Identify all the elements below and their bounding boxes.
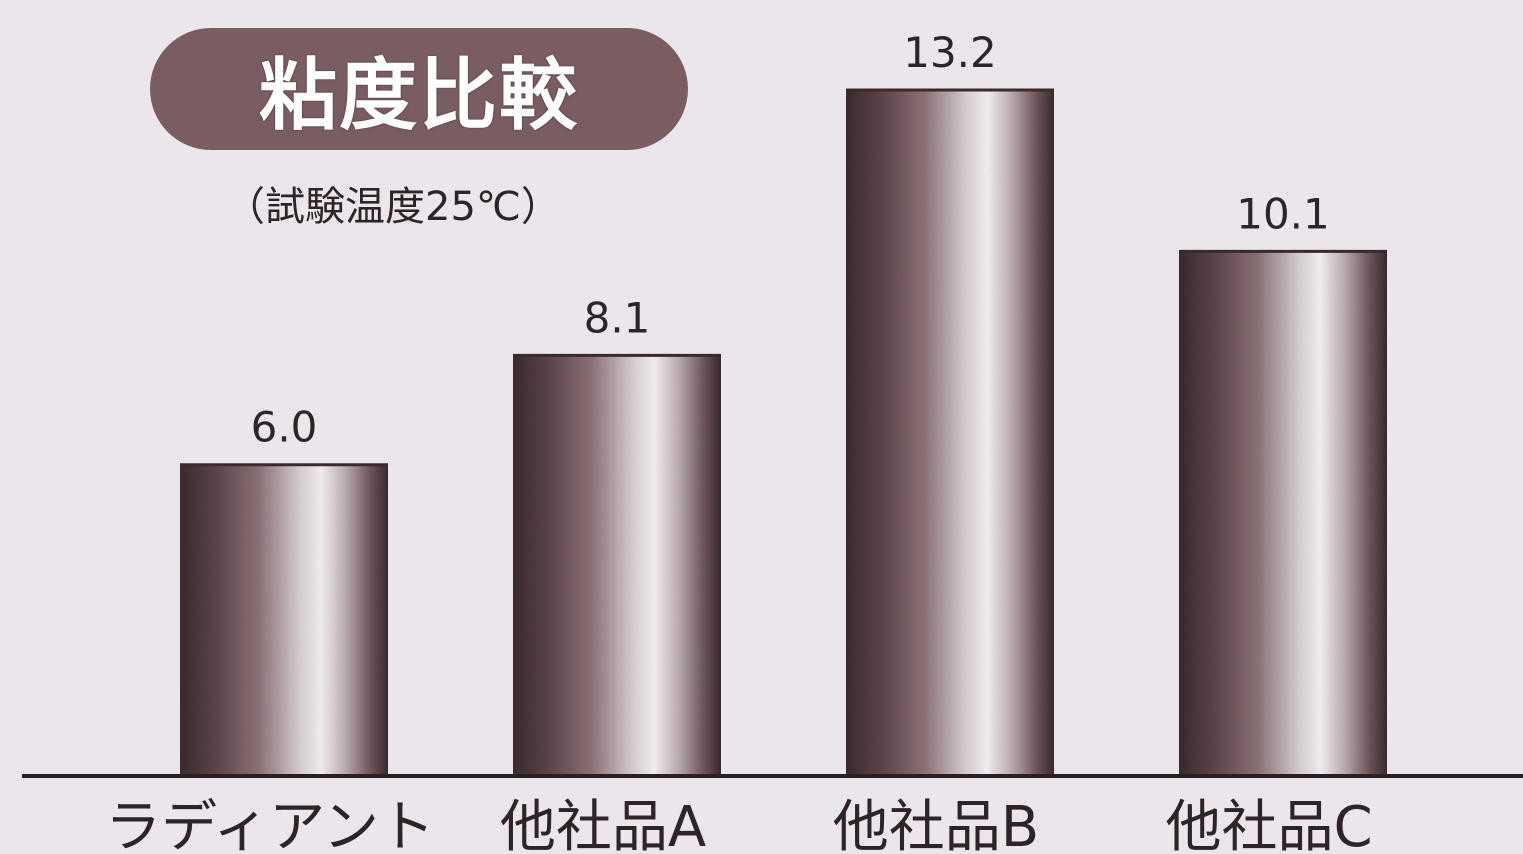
bars-group xyxy=(180,88,1387,776)
value-label-1: 6.0 xyxy=(251,403,318,452)
labels-group: 6.0 ラディアント 8.1 他社品A 13.2 他社品B 10.1 他社品C xyxy=(105,28,1372,854)
bar-3 xyxy=(846,89,1054,776)
bar-2 xyxy=(513,354,721,776)
category-label-2: 他社品A xyxy=(500,795,706,854)
value-label-3: 13.2 xyxy=(903,28,997,77)
chart-subtitle: （試験温度25℃） xyxy=(225,184,561,230)
value-label-4: 10.1 xyxy=(1236,189,1330,238)
chart-title: 粘度比較 xyxy=(258,51,579,141)
chart-title-badge: 粘度比較 xyxy=(150,28,688,150)
value-label-2: 8.1 xyxy=(584,293,651,342)
category-label-4: 他社品C xyxy=(1165,795,1372,854)
bar-1 xyxy=(180,463,388,776)
category-label-1: ラディアント xyxy=(105,795,435,854)
bar-4 xyxy=(1179,250,1387,776)
category-label-3: 他社品B xyxy=(833,795,1039,854)
